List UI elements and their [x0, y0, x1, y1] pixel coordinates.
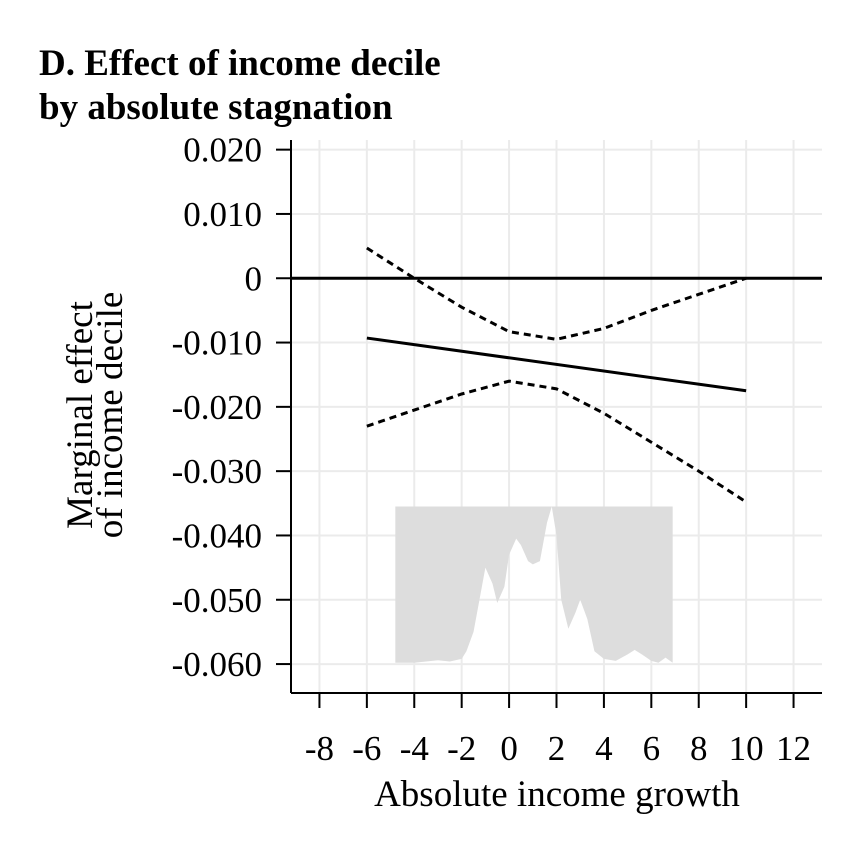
y-tick-label: -0.020 — [172, 388, 262, 427]
y-tick-label: -0.060 — [172, 645, 262, 684]
x-tick-label: -6 — [352, 729, 381, 768]
y-tick-label: 0.020 — [183, 131, 262, 170]
chart-title-line-1: D. Effect of income decile — [39, 43, 441, 84]
y-tick-label: -0.010 — [172, 324, 262, 363]
y-axis-title: Marginal effect of income decile — [60, 292, 131, 539]
series-lines-group — [291, 246, 822, 504]
y-tick-label: -0.050 — [172, 581, 262, 620]
y-tick-label: 0 — [245, 259, 263, 298]
y-tick-label: 0.010 — [183, 195, 262, 234]
x-tick-label: -4 — [400, 729, 429, 768]
x-tick-label: 12 — [776, 729, 811, 768]
y-tick-label: -0.040 — [172, 516, 262, 555]
y-tick-labels: 0.020 0.010 0 -0.010 -0.020 -0.030 -0.040 -0.05… — [172, 131, 262, 684]
grid-lines — [291, 140, 822, 693]
distribution-area — [395, 506, 673, 663]
x-tick-label: 8 — [690, 729, 708, 768]
y-tick-label: -0.030 — [172, 452, 262, 491]
axes-group — [276, 140, 822, 708]
chart-title-line-2: by absolute stagnation — [39, 87, 393, 128]
y-axis-title-line-2: of income decile — [90, 292, 131, 539]
x-tick-label: 6 — [643, 729, 661, 768]
distribution-area-group — [395, 506, 673, 663]
x-tick-labels: -8 -6 -4 -2 0 2 4 6 8 10 12 — [305, 729, 811, 768]
x-tick-label: -8 — [305, 729, 334, 768]
x-axis-title: Absolute income growth — [374, 774, 740, 815]
lower-ci-line — [366, 379, 747, 504]
x-tick-label: 0 — [500, 729, 518, 768]
y-axis-title-line-1: Marginal effect — [60, 300, 101, 528]
x-tick-label: -2 — [447, 729, 476, 768]
x-tick-label: 2 — [548, 729, 566, 768]
x-tick-label: 4 — [595, 729, 613, 768]
estimate-line — [366, 336, 747, 393]
upper-ci-line — [366, 246, 747, 341]
x-tick-label: 10 — [729, 729, 764, 768]
